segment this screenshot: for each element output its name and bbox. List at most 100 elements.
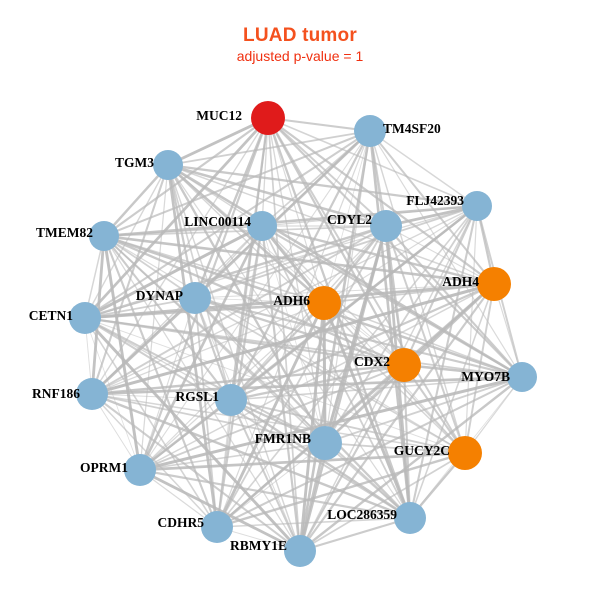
node-label: RNF186: [32, 386, 80, 401]
node-label: CDHR5: [158, 515, 205, 530]
node-label: CDX2: [354, 354, 390, 369]
edge-line: [91, 302, 325, 395]
edge-line: [230, 376, 523, 401]
edge-line: [324, 442, 466, 454]
graph-node[interactable]: [76, 378, 108, 410]
graph-node[interactable]: [215, 384, 247, 416]
edge-line: [194, 297, 325, 304]
graph-node[interactable]: [201, 511, 233, 543]
edge-line: [385, 225, 495, 285]
edge-line: [193, 296, 233, 402]
edge-line: [139, 442, 326, 471]
edges-layer: [83, 116, 524, 553]
edge-line: [215, 375, 524, 529]
graph-node[interactable]: [284, 535, 316, 567]
edge-line: [90, 296, 197, 396]
edge-line: [102, 234, 233, 402]
node-label: TM4SF20: [383, 121, 441, 136]
edge-line: [194, 225, 387, 299]
node-label: TGM3: [115, 155, 154, 170]
plot-subtitle: adjusted p-value = 1: [236, 47, 364, 64]
edge-line: [324, 442, 411, 519]
edge-line: [369, 130, 478, 207]
edge-line: [229, 301, 326, 402]
graph-node[interactable]: [448, 436, 482, 470]
edge-line: [194, 297, 301, 552]
edge-line: [166, 163, 479, 208]
edge-line: [322, 301, 412, 520]
edge-line: [138, 224, 264, 472]
edge-line: [102, 234, 406, 367]
node-label: MUC12: [196, 108, 242, 123]
edge-line: [84, 297, 196, 319]
edge-line: [83, 224, 388, 320]
graph-node[interactable]: [308, 426, 342, 460]
node-label: LINC00114: [184, 214, 251, 229]
node-label: FMR1NB: [255, 431, 311, 446]
graph-node[interactable]: [89, 221, 119, 251]
edge-line: [167, 130, 371, 166]
edge-line: [229, 363, 406, 402]
edge-line: [298, 516, 412, 553]
edge-line: [91, 393, 218, 528]
edge-line: [402, 363, 524, 379]
node-label: FLJ42393: [406, 193, 464, 208]
node-label: GUCY2C: [394, 443, 450, 458]
edge-line: [102, 234, 142, 472]
edge-line: [229, 129, 372, 402]
graph-node[interactable]: [462, 191, 492, 221]
edge-line: [230, 399, 466, 454]
edge-line: [91, 393, 232, 401]
edge-line: [385, 225, 466, 454]
edge-line: [138, 468, 412, 520]
edge-line: [84, 317, 218, 528]
edge-line: [464, 205, 478, 454]
edge-line: [102, 163, 170, 238]
edge-line: [139, 399, 232, 471]
graph-node[interactable]: [124, 454, 156, 486]
node-label: ADH6: [273, 293, 310, 308]
graph-node[interactable]: [477, 267, 511, 301]
graph-node[interactable]: [307, 286, 341, 320]
edge-line: [167, 164, 405, 366]
edge-line: [216, 117, 269, 528]
edge-line: [91, 393, 326, 444]
edge-line: [230, 225, 387, 401]
edge-line: [103, 225, 387, 237]
graph-node[interactable]: [370, 210, 402, 242]
nodes-layer: [69, 101, 537, 567]
graph-node[interactable]: [394, 502, 426, 534]
graph-node[interactable]: [179, 282, 211, 314]
edge-line: [299, 452, 466, 552]
edge-line: [102, 234, 496, 286]
edge-line: [267, 117, 325, 304]
graph-node[interactable]: [153, 150, 183, 180]
edge-line: [194, 283, 495, 299]
edge-line: [91, 393, 466, 454]
node-label: CETN1: [29, 308, 74, 323]
graph-node[interactable]: [354, 115, 386, 147]
edge-line: [90, 163, 170, 396]
node-label: MYO7B: [461, 369, 510, 384]
graph-node[interactable]: [507, 362, 537, 392]
node-label: DYNAP: [136, 288, 183, 303]
edge-line: [83, 282, 496, 320]
graph-node[interactable]: [247, 211, 277, 241]
edge-line: [402, 363, 412, 520]
graph-node[interactable]: [69, 302, 101, 334]
edge-line: [83, 316, 327, 445]
edge-line: [166, 116, 270, 167]
graph-node[interactable]: [251, 101, 285, 135]
node-label: ADH4: [442, 274, 479, 289]
edge-line: [323, 302, 523, 378]
edge-line: [138, 451, 467, 472]
edge-line: [216, 399, 232, 528]
page-title: LUAD tumor: [243, 25, 357, 46]
edge-line: [102, 234, 219, 529]
plot-title-block: LUAD tumor adjusted p-value = 1: [0, 26, 600, 64]
graph-node[interactable]: [387, 348, 421, 382]
node-labels-layer: MUC12 TM4SF20 TGM3 FLJ42393 LINC00114 CDYL2 TM…: [29, 108, 510, 553]
node-label: LOC286359: [327, 507, 397, 522]
edge-line: [402, 363, 467, 455]
